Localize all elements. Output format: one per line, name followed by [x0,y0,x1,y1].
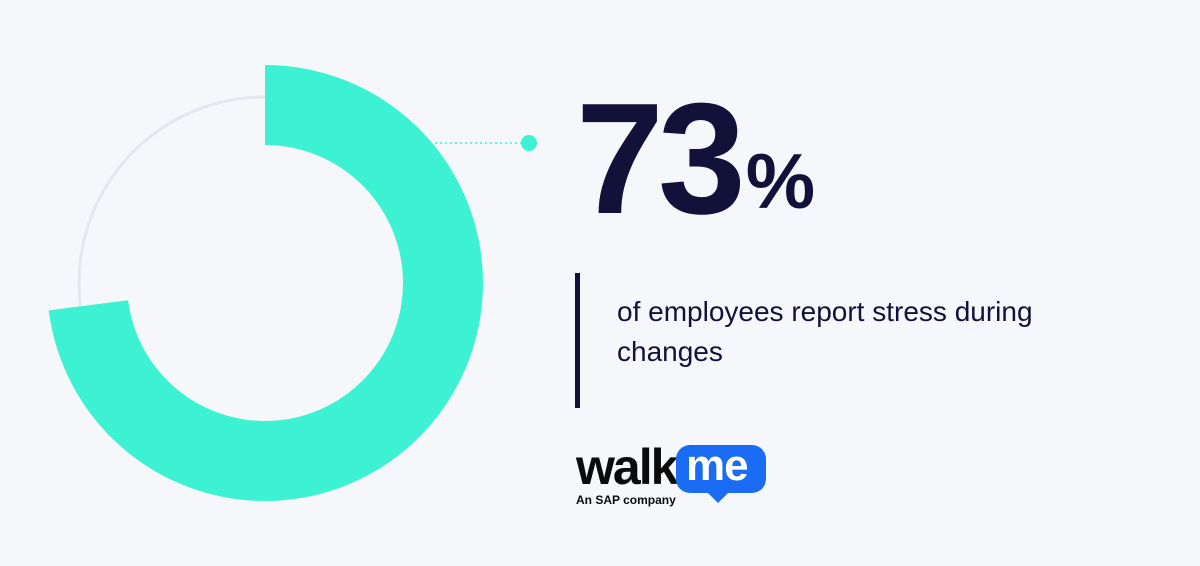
logo-walk-text: walk [576,439,678,495]
donut-value-arc [48,65,483,501]
stat-value: 73 % [576,78,815,238]
logo-me-text: me [686,441,749,490]
speech-bubble-icon [676,445,766,503]
logo-tagline: An SAP company [576,493,676,507]
stat-number: 73 [576,71,746,247]
divider-bar [575,273,580,408]
percent-sign: % [745,137,816,225]
stat-caption: of employees report stress during change… [617,296,1033,367]
walkme-logo: walk me An SAP company [574,442,774,512]
donut-chart [48,65,537,501]
leader-dot [521,135,537,151]
